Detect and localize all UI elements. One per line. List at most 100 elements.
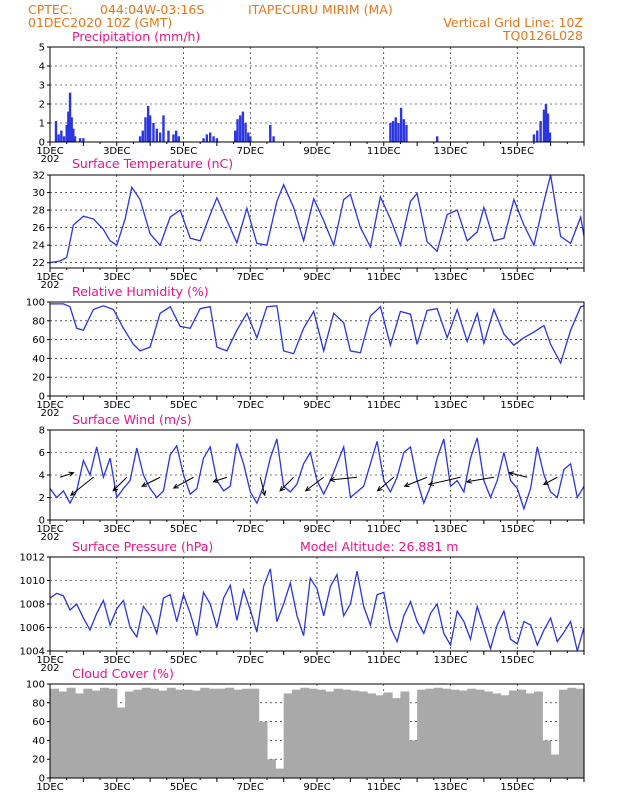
pressure-xtick-label: 11DEC (367, 655, 401, 666)
cloud-bar (283, 693, 293, 778)
cloud-bar (191, 690, 201, 778)
temperature-ytick-label: 28 (32, 206, 45, 217)
wind-ytick-label: 6 (39, 448, 45, 459)
pressure-line (49, 568, 585, 652)
precip-bar (212, 136, 215, 142)
temperature-ytick-label: 26 (32, 223, 45, 234)
precip-bar (389, 123, 392, 142)
cloud-bar (367, 693, 377, 778)
precip-bar (158, 132, 162, 142)
temperature-xtick-label: 11DEC (367, 272, 401, 283)
temperature-line (49, 174, 585, 264)
wind-arrow-head (328, 476, 335, 483)
wind-xtick-label: 13DEC (434, 524, 468, 535)
wind-arrow-shaft (70, 476, 94, 496)
precip-bar (148, 115, 152, 142)
wind-title: Surface Wind (m/s) (72, 412, 192, 427)
wind-arrow-shaft (509, 472, 528, 478)
precip-bar (70, 117, 73, 142)
model-altitude: Model Altitude: 26.881 m (300, 539, 458, 554)
humidity-xtick-label: 5DEC (170, 400, 197, 411)
temperature-xtick-sublabel: 202 (40, 280, 59, 291)
precip-ytick-label: 4 (39, 62, 45, 73)
wind-xtick-label: 15DEC (500, 524, 534, 535)
wind-arrow-head (376, 485, 383, 492)
wind-line (49, 437, 585, 511)
temperature-xtick-label: 9DEC (303, 272, 330, 283)
cloud-bar (133, 689, 143, 778)
cloud-bar (83, 688, 93, 778)
precip-bar (536, 130, 539, 142)
cloud-bar (150, 688, 160, 778)
cloud-bar (550, 754, 560, 778)
humidity-xtick-label: 15DEC (500, 400, 534, 411)
header-source: CPTEC: (28, 2, 73, 17)
pressure-ytick-label: 1008 (20, 600, 45, 611)
precip-xtick-label: 1DEC (36, 146, 63, 157)
precip-bar (402, 119, 405, 142)
cloud-bar (66, 687, 76, 778)
cloud-xtick-label: 7DEC (237, 782, 264, 793)
cloud-bar (75, 693, 84, 778)
temperature-ytick-label: 30 (32, 188, 45, 199)
header-datetime: 01DEC2020 10Z (GMT) (28, 15, 172, 30)
precip-bar (82, 138, 85, 142)
cloud-ytick-label: 60 (32, 717, 45, 728)
cloud-bar (508, 690, 518, 778)
cloud-bar (308, 688, 318, 778)
cloud-bar (208, 688, 218, 778)
precip-bar (399, 107, 403, 142)
wind-arrow-head (427, 480, 434, 487)
cloud-bar (58, 691, 68, 778)
precip-xtick-label: 15DEC (500, 146, 534, 157)
wind-xtick-label: 9DEC (303, 524, 330, 535)
wind-arrow-shaft (377, 476, 395, 492)
wind-arrow-shaft (543, 476, 558, 485)
cloud-bar (458, 690, 468, 778)
humidity-ytick-label: 0 (39, 392, 45, 403)
cloud-bar (100, 687, 110, 778)
wind-arrow-shaft (112, 476, 128, 492)
pressure-xtick-label: 1DEC (36, 655, 63, 666)
wind-xtick-label: 7DEC (237, 524, 264, 535)
temperature-xtick-label: 5DEC (170, 272, 197, 283)
cloud-bar (533, 691, 543, 778)
header-code: TQ0126L028 (502, 28, 583, 43)
wind-arrow-shaft (59, 472, 74, 478)
cloud-bar (266, 759, 276, 778)
wind-arrow-shaft (173, 476, 194, 489)
pressure-xtick-label: 7DEC (237, 655, 264, 666)
humidity-xtick-label: 7DEC (237, 400, 264, 411)
wind-arrow-head (172, 483, 179, 489)
wind-arrow-head (304, 486, 311, 492)
precip-bar (60, 130, 63, 142)
precip-bar (146, 105, 150, 142)
precip-bar (539, 121, 542, 142)
cloud-bar (291, 689, 301, 778)
cloud-bar (483, 691, 493, 778)
precip-bar (65, 124, 68, 142)
precip-bar (205, 134, 209, 142)
cloud-title: Cloud Cover (%) (72, 666, 174, 681)
cloud-bar (275, 768, 285, 778)
wind-xtick-label: 5DEC (170, 524, 197, 535)
plot-area: 0 1 2 3 4 5 1DEC 3DEC 5DEC 7DEC 9DEC 11DEC 13DEC 15DE… (20, 43, 585, 793)
wind-arrow-shaft (404, 476, 428, 487)
pressure-title: Surface Pressure (hPa) (72, 539, 213, 554)
precip-xtick-label: 9DEC (303, 146, 330, 157)
precip-ytick-label: 5 (39, 43, 45, 54)
wind-arrow-head (403, 482, 410, 488)
humidity-ytick-label: 20 (32, 373, 45, 384)
precip-bar (544, 104, 548, 142)
wind-xtick-label: 11DEC (367, 524, 401, 535)
pressure-xtick-label: 3DEC (103, 655, 130, 666)
precip-bar (269, 124, 272, 142)
cloud-bar (375, 695, 385, 778)
cloud-bar (317, 689, 326, 778)
cloud-bar (492, 693, 502, 778)
precip-bar (435, 136, 439, 142)
cloud-ytick-label: 100 (26, 680, 45, 691)
pressure-xtick-sublabel: 202 (40, 663, 59, 674)
header-location: ITAPECURU MIRIM (MA) (248, 2, 393, 17)
